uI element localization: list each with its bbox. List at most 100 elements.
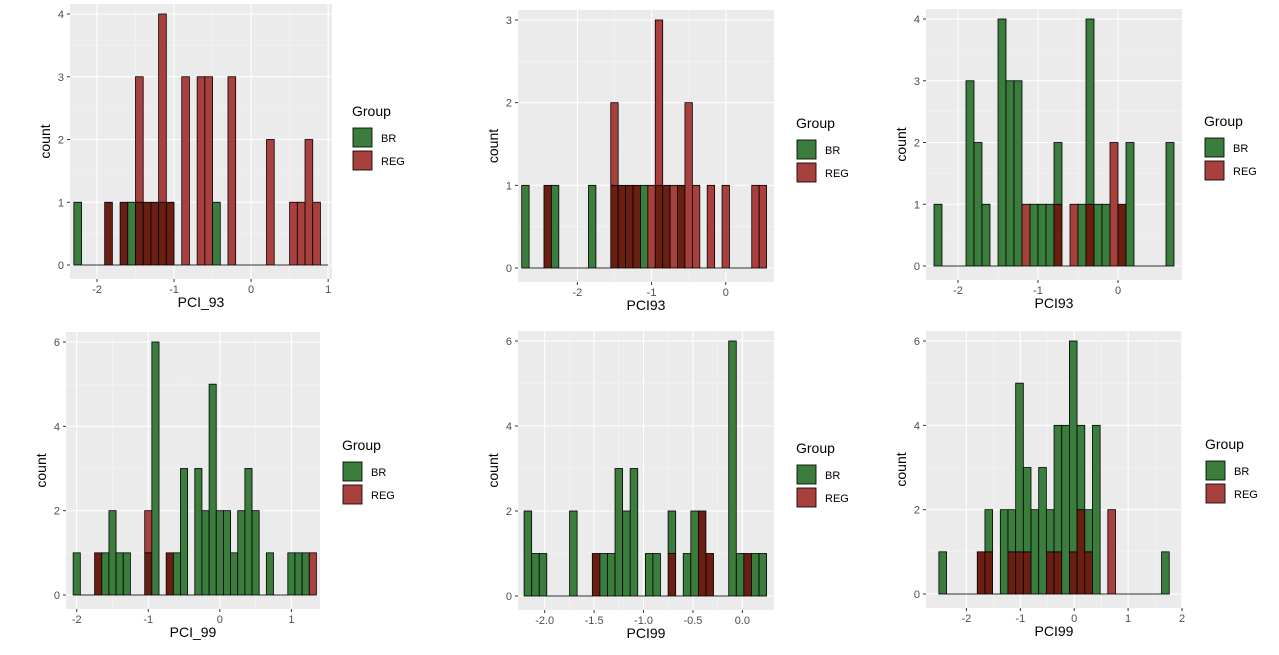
- bar-br: [1101, 203, 1111, 267]
- bar-br: [1125, 142, 1135, 267]
- histogram-panel-3: -2 -1 0 0 1 2 3 4 PCI93 count Group BR REG: [893, 9, 1257, 311]
- legend: Group BR REG: [1204, 113, 1257, 181]
- bar-overlap: [94, 552, 103, 596]
- bar-overlap: [617, 184, 626, 269]
- legend-key-reg: [352, 150, 373, 171]
- x-tick-label: -2: [953, 285, 963, 297]
- bar-br: [629, 468, 639, 597]
- bar-br: [208, 383, 217, 596]
- bar-br: [115, 552, 124, 596]
- y-tick-label: 1: [914, 199, 920, 211]
- legend-label-reg: REG: [381, 156, 405, 168]
- x-tick-label: -1: [647, 287, 657, 299]
- bar-overlap: [662, 184, 671, 269]
- bar-br: [237, 510, 246, 596]
- legend-key-br: [352, 127, 373, 148]
- bar-reg: [1107, 509, 1116, 595]
- legend-label-br: BR: [1233, 143, 1248, 155]
- bar-reg: [610, 102, 619, 186]
- bar-overlap: [697, 510, 707, 597]
- legend-key-br: [796, 139, 817, 160]
- x-axis-title: PCI_99: [170, 624, 217, 640]
- y-tick-label: 6: [506, 336, 512, 348]
- x-tick-label: 1: [288, 614, 294, 626]
- y-tick-label: 2: [54, 506, 60, 518]
- bar-overlap: [667, 553, 677, 597]
- bar-reg: [204, 76, 213, 266]
- legend-title: Group: [1204, 113, 1243, 129]
- legend-key-reg: [796, 162, 817, 183]
- bar-overlap: [1022, 551, 1032, 595]
- y-tick-label: 1: [58, 197, 64, 209]
- legend-label-br: BR: [371, 467, 386, 479]
- legend-key-br: [342, 461, 363, 482]
- bar-br: [981, 203, 991, 267]
- bar-br: [1093, 203, 1103, 267]
- bar-br: [1030, 509, 1040, 595]
- legend: Group BR REG: [796, 115, 849, 183]
- legend-label-reg: REG: [1234, 489, 1258, 501]
- bar-br: [644, 553, 654, 597]
- y-tick-label: 2: [506, 506, 512, 518]
- x-tick-label: -1: [143, 614, 153, 626]
- bar-overlap: [976, 551, 986, 595]
- bar-br: [1077, 203, 1087, 267]
- bar-br: [1069, 340, 1078, 553]
- bar-br: [1076, 424, 1086, 511]
- bar-reg: [196, 76, 206, 266]
- bar-br: [667, 510, 677, 554]
- bar-br: [538, 553, 548, 597]
- bar-br: [1022, 467, 1032, 553]
- y-tick-label: 4: [914, 14, 920, 26]
- legend: Group BR REG: [352, 103, 405, 171]
- y-tick-label: 0: [506, 263, 512, 275]
- bar-overlap: [1053, 203, 1063, 267]
- y-tick-label: 0: [914, 589, 920, 601]
- y-tick-label: 4: [914, 420, 920, 432]
- y-tick-label: 4: [54, 421, 60, 433]
- x-tick-label: 1: [325, 284, 331, 296]
- bar-overlap: [1007, 551, 1017, 595]
- bar-overlap: [144, 552, 153, 596]
- bar-overlap: [1053, 551, 1063, 595]
- legend-label-reg: REG: [1233, 166, 1257, 178]
- bar-overlap: [135, 201, 144, 266]
- bar-br: [1045, 203, 1055, 267]
- bar-reg: [691, 184, 701, 269]
- bar-br: [215, 510, 224, 596]
- y-tick-label: 3: [506, 15, 512, 27]
- y-tick-label: 0: [914, 261, 920, 273]
- bar-reg: [304, 139, 314, 266]
- bar-reg: [654, 19, 664, 186]
- bar-br: [965, 80, 975, 267]
- bar-br: [1029, 203, 1039, 267]
- bar-overlap: [1117, 203, 1127, 267]
- y-tick-label: 0: [54, 590, 60, 602]
- bar-br: [194, 468, 203, 596]
- bar-overlap: [610, 184, 619, 269]
- bar-reg: [706, 184, 716, 269]
- bar-reg: [266, 139, 275, 266]
- x-tick-label: 0: [248, 284, 254, 296]
- x-tick-label: -2: [72, 614, 82, 626]
- x-axis-title: PCI99: [1035, 623, 1074, 639]
- bar-br: [244, 468, 253, 596]
- x-axis-title: PCI99: [627, 625, 666, 641]
- legend: Group BR REG: [342, 437, 395, 505]
- legend-title: Group: [342, 437, 381, 453]
- x-axis-title: PCI93: [1035, 295, 1074, 311]
- bar-br: [984, 509, 994, 553]
- bar-br: [230, 552, 239, 596]
- bar-br: [531, 553, 540, 597]
- bar-br: [223, 510, 231, 596]
- bar-overlap: [158, 201, 167, 266]
- bar-br: [1053, 424, 1063, 553]
- y-axis-title: count: [485, 453, 501, 487]
- bar-br: [735, 553, 745, 597]
- x-tick-label: -1.5: [585, 615, 604, 627]
- bar-br: [1015, 382, 1024, 553]
- bar-br: [1165, 142, 1175, 267]
- x-tick-label: -2.0: [535, 615, 554, 627]
- y-axis-title: count: [893, 127, 909, 161]
- bar-br: [72, 552, 81, 596]
